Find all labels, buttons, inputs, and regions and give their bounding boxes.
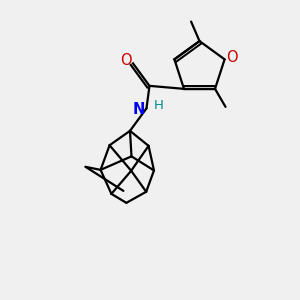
Text: N: N bbox=[133, 102, 145, 117]
Text: O: O bbox=[121, 53, 132, 68]
Text: O: O bbox=[226, 50, 238, 65]
Text: H: H bbox=[154, 99, 164, 112]
